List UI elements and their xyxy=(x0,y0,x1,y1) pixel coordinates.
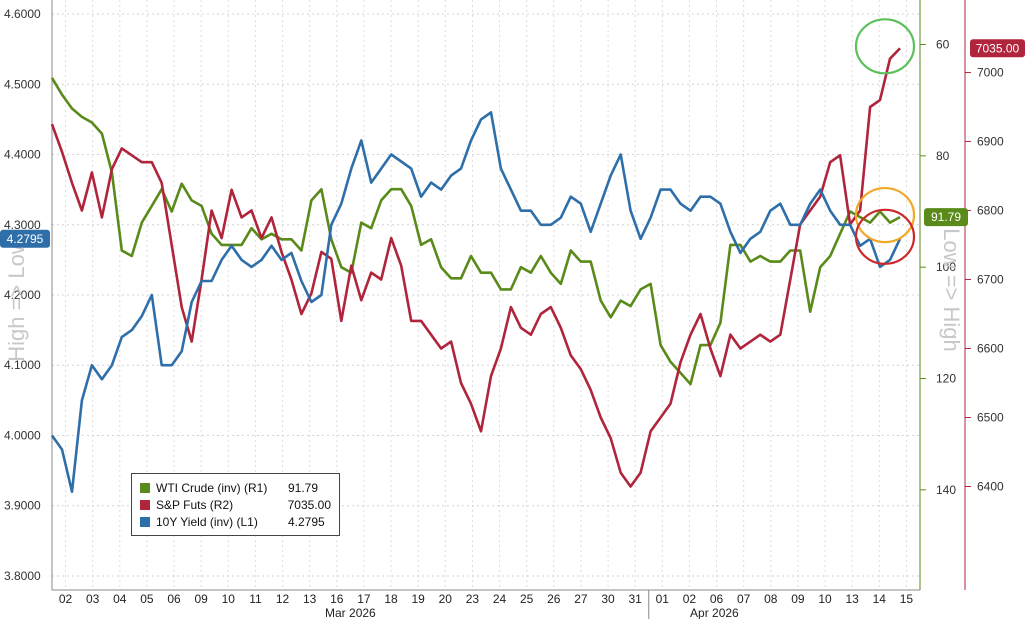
x-tick-label: 03 xyxy=(86,592,100,606)
left-tick-label: 3.9000 xyxy=(4,499,41,513)
x-tick-label: 13 xyxy=(303,592,317,606)
x-tick-label: 14 xyxy=(873,592,887,606)
x-tick-label: 31 xyxy=(629,592,643,606)
x-tick-label: 16 xyxy=(330,592,344,606)
x-tick-label: 24 xyxy=(493,592,507,606)
x-tick-label: 04 xyxy=(113,592,127,606)
axis-labels: 3.8000 3.9000 4.0000 4.1000 4.2000 4.3000 4.40… xyxy=(0,7,1025,619)
x-tick-label: 05 xyxy=(140,592,154,606)
last-value-tag-wti: 91.79 xyxy=(924,208,968,227)
right2-tick-label: 6400 xyxy=(977,479,1004,493)
legend-value-wti: 91.79 xyxy=(288,480,319,495)
right-axis-title: Low => High xyxy=(939,228,964,352)
x-tick-label: 20 xyxy=(439,592,453,606)
legend-value-sp: 7035.00 xyxy=(287,497,331,512)
left-tick-label: 4.2000 xyxy=(4,288,41,302)
x-tick-label: 30 xyxy=(601,592,615,606)
right1-tick-label: 60 xyxy=(936,38,950,52)
x-tick-label: 09 xyxy=(195,592,209,606)
x-tick-label: 08 xyxy=(764,592,778,606)
left-tick-label: 4.5000 xyxy=(4,77,41,91)
x-tick-label: 25 xyxy=(520,592,534,606)
legend-swatch-sp xyxy=(140,499,150,510)
x-tick-label: 10 xyxy=(818,592,832,606)
x-tick-label: 11 xyxy=(249,592,262,606)
axes xyxy=(51,0,971,619)
x-tick-label: 27 xyxy=(574,592,588,606)
left-tick-label: 4.0000 xyxy=(4,428,41,442)
x-tick-label: 13 xyxy=(846,592,860,606)
x-tick-label: 18 xyxy=(384,592,398,606)
left-tick-label: 3.8000 xyxy=(4,569,41,583)
right1-tick-label: 80 xyxy=(936,149,950,163)
x-tick-label: 17 xyxy=(357,592,371,606)
legend-label-sp: S&P Futs (R2) xyxy=(156,497,234,512)
legend-swatch-10y xyxy=(140,516,150,527)
x-tick-label: 09 xyxy=(791,592,805,606)
last-value-tag-10y: 4.2795 xyxy=(0,229,50,248)
last-value-tag-bg-sp xyxy=(970,39,1025,58)
x-tick-label: 15 xyxy=(900,592,914,606)
legend-swatch-wti xyxy=(140,482,150,493)
legend-label-wti: WTI Crude (inv) (R1) xyxy=(156,480,268,495)
annotation-circle-sp xyxy=(854,18,916,75)
annotation-circle-10y xyxy=(854,208,916,265)
left-tick-label: 4.3000 xyxy=(4,218,41,232)
legend-value-10y: 4.2795 xyxy=(288,514,325,529)
series-group xyxy=(50,47,902,494)
legend-entry-sp: S&P Futs (R2) 7035.00 xyxy=(140,496,331,513)
last-value-tag-sp: 7035.00 xyxy=(970,39,1025,58)
series-line-wti xyxy=(50,77,901,386)
x-tick-label: 26 xyxy=(547,592,561,606)
x-tick-label: 23 xyxy=(466,592,480,606)
right1-tick-label: 100 xyxy=(936,260,956,274)
left-tick-label: 4.6000 xyxy=(4,7,41,21)
legend-entry-wti: WTI Crude (inv) (R1) 91.79 xyxy=(140,479,331,496)
left-tick-label: 4.4000 xyxy=(4,148,41,162)
x-tick-label: 06 xyxy=(710,592,724,606)
left-tick-label: 4.1000 xyxy=(4,358,41,372)
right2-tick-label: 6500 xyxy=(977,410,1004,424)
x-tick-label: 10 xyxy=(222,592,236,606)
last-value-tag-text-10y: 4.2795 xyxy=(7,232,44,246)
right1-tick-label: 120 xyxy=(936,371,956,385)
right2-tick-label: 6800 xyxy=(977,203,1004,217)
x-tick-label: 19 xyxy=(412,592,426,606)
month-label-apr: Apr 2026 xyxy=(690,606,739,619)
last-value-tag-bg-wti xyxy=(924,208,968,227)
annotation-circle-wti xyxy=(854,186,916,244)
left-axis-title: High => Low xyxy=(4,238,29,362)
last-value-tag-text-sp: 7035.00 xyxy=(976,41,1020,55)
right1-tick-label: 140 xyxy=(936,483,956,497)
legend: WTI Crude (inv) (R1) 91.79 S&P Futs (R2)… xyxy=(131,473,340,536)
legend-entry-10y: 10Y Yield (inv) (L1) 4.2795 xyxy=(140,513,331,530)
last-value-tag-text-wti: 91.79 xyxy=(931,210,961,224)
legend-label-10y: 10Y Yield (inv) (L1) xyxy=(156,514,258,529)
right2-tick-label: 7000 xyxy=(977,65,1004,79)
last-value-tag-bg-10y xyxy=(0,229,50,248)
right2-tick-label: 6900 xyxy=(977,134,1004,148)
x-tick-label: 07 xyxy=(737,592,751,606)
right2-tick-label: 6700 xyxy=(977,272,1004,286)
month-label-mar: Mar 2026 xyxy=(325,606,376,619)
x-tick-label: 02 xyxy=(683,592,697,606)
series-line-sp xyxy=(50,47,901,488)
x-tick-label: 02 xyxy=(59,592,73,606)
right2-tick-label: 6600 xyxy=(977,341,1004,355)
x-tick-label: 06 xyxy=(167,592,181,606)
series-line-10y xyxy=(50,111,902,494)
x-tick-label: 01 xyxy=(656,592,670,606)
annotation-group xyxy=(854,18,916,265)
x-tick-label: 12 xyxy=(276,592,290,606)
